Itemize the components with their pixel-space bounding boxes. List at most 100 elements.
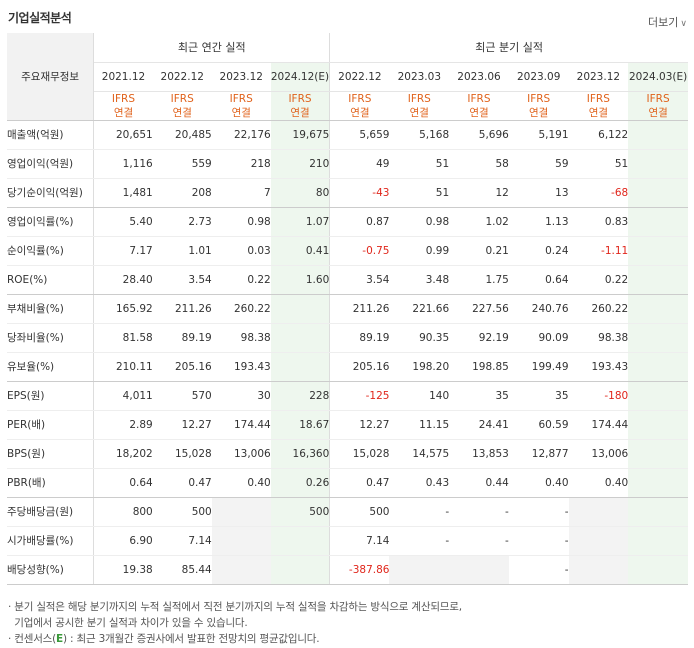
table-cell: 3.54	[329, 265, 390, 295]
annual-period-header: 2021.12	[93, 62, 153, 92]
footnote-1-cont: 기업에서 공시한 분기 실적과 차이가 있을 수 있습니다.	[8, 617, 248, 629]
table-cell: 210.11	[93, 352, 153, 382]
table-row: PER(배) 2.89 12.27 174.44 18.67 12.27 11.15 24.4…	[7, 410, 688, 440]
table-cell: 89.19	[329, 323, 390, 353]
table-cell: 6,122	[568, 120, 629, 150]
ifrs-label-line1: IFRS	[111, 92, 136, 105]
table-cell: 7.17	[93, 236, 153, 266]
table-cell: 1.13	[508, 207, 569, 237]
ifrs-label-line2: 연결	[588, 106, 609, 119]
ifrs-label-line2: 연결	[469, 106, 489, 119]
row-label: 부채비율(%)	[7, 294, 95, 324]
ifrs-label-line2: 연결	[350, 106, 370, 119]
table-cell	[270, 555, 330, 585]
table-row: EPS(원) 4,011 570 30 228 -125 140 35 35 -180	[7, 381, 688, 411]
table-cell: 0.44	[449, 468, 509, 498]
table-row: 부채비율(%) 165.92 211.26 260.22 211.26 221.66 227…	[7, 294, 688, 324]
table-cell: 20,485	[152, 120, 212, 150]
table-row: 순이익률(%) 7.17 1.01 0.03 0.41 -0.75 0.99 0.21 0.24…	[7, 236, 688, 266]
label-column-header: 주요재무정보	[7, 33, 95, 121]
table-cell: 35	[449, 381, 509, 411]
table-cell: 1.07	[270, 207, 330, 237]
group-header-row: 주요재무정보 최근 연간 실적 최근 분기 실적	[7, 33, 688, 121]
table-cell: -125	[329, 381, 390, 411]
table-cell: 1,481	[93, 178, 153, 208]
table-cell: 0.43	[389, 468, 450, 498]
table-cell: 0.03	[211, 236, 271, 266]
table-cell: 5,191	[508, 120, 569, 150]
table-cell: 81.58	[93, 323, 153, 353]
table-cell	[628, 439, 688, 469]
table-cell	[270, 352, 330, 382]
table-cell: 11.15	[389, 410, 450, 440]
table-row: 매출액(억원) 20,651 20,485 22,176 19,675 5,659 5,16…	[7, 120, 688, 150]
table-cell: 60.59	[508, 410, 569, 440]
row-label: PBR(배)	[7, 468, 95, 498]
chevron-down-icon[interactable]: ∨	[680, 19, 687, 29]
ifrs-label-line1: IFRS	[229, 92, 253, 105]
table-cell: 570	[152, 381, 212, 411]
table-cell: 19,675	[270, 120, 330, 150]
ifrs-label: IFRS 연결	[329, 91, 390, 121]
table-cell: 5.40	[93, 207, 153, 237]
ifrs-label-line2: 연결	[231, 106, 251, 119]
ifrs-label-line1: IFRS	[348, 92, 372, 105]
table-cell: -68	[568, 178, 629, 208]
table-cell: 3.54	[152, 265, 212, 295]
row-label: 영업이익률(%)	[7, 207, 95, 237]
table-cell: 140	[389, 381, 450, 411]
table-cell: 198.85	[449, 352, 509, 382]
ifrs-label: IFRS 연결	[152, 91, 212, 121]
table-cell: 208	[152, 178, 212, 208]
ifrs-label-line1: IFRS	[646, 92, 670, 105]
table-cell: 24.41	[449, 410, 509, 440]
table-row: 당좌비율(%) 81.58 89.19 98.38 89.19 90.35 92.19 90.…	[7, 323, 688, 353]
more-link-label[interactable]: 더보기	[648, 16, 679, 29]
table-cell: 51	[568, 149, 629, 179]
table-cell: 174.44	[568, 410, 629, 440]
ifrs-label-line1: IFRS	[288, 92, 312, 105]
quarter-period-header: 2022.12	[329, 62, 390, 92]
ifrs-label: IFRS 연결	[508, 91, 569, 121]
table-cell: 58	[449, 149, 509, 179]
row-label: BPS(원)	[7, 439, 95, 469]
table-cell: 18.67	[270, 410, 330, 440]
table-cell: 13,853	[449, 439, 509, 469]
table-cell: 22,176	[211, 120, 271, 150]
table-row: 주당배당금(원) 800 500 500 500- - -	[7, 497, 688, 527]
table-cell	[628, 207, 688, 237]
table-cell: 221.66	[389, 294, 450, 324]
table-cell	[628, 323, 688, 353]
row-label: 시가배당률(%)	[7, 526, 95, 556]
table-cell	[628, 352, 688, 382]
quarter-period-header: 2024.03(E)	[628, 62, 688, 92]
table-cell: 7.14	[152, 526, 212, 556]
table-cell: 0.64	[93, 468, 153, 498]
table-cell	[211, 526, 271, 556]
row-label: 배당성향(%)	[7, 555, 95, 585]
table-cell: 4,011	[93, 381, 153, 411]
table-cell: 260.22	[568, 294, 629, 324]
table-cell: 92.19	[449, 323, 509, 353]
table-cell: 35	[508, 381, 569, 411]
table-cell: 0.40	[508, 468, 569, 498]
footnote-2: · 컨센서스(E) : 최근 3개월간 증권사에서 발표한 전망치의 평균값입니…	[8, 631, 462, 647]
table-row: BPS(원) 18,202 15,028 13,006 16,360 15,028 14,5…	[7, 439, 688, 469]
footnote-2-suffix: ) : 최근 3개월간 증권사에서 발표한 전망치의 평균값입니다.	[63, 633, 320, 645]
table-cell: 0.24	[508, 236, 569, 266]
table-row: 당기순이익(억원) 1,481 208 7 80 -43 51 12 13 -68	[7, 178, 688, 208]
more-link[interactable]: 더보기 ∨	[648, 14, 687, 30]
ifrs-label-line1: IFRS	[527, 92, 551, 105]
table-cell	[628, 381, 688, 411]
table-cell: 13,006	[568, 439, 629, 469]
table-cell: 500	[270, 497, 330, 527]
table-cell: -	[508, 526, 569, 556]
table-cell: 13	[508, 178, 569, 208]
row-label: 주당배당금(원)	[7, 497, 95, 527]
table-cell: 3.48	[389, 265, 450, 295]
table-cell: 90.35	[389, 323, 450, 353]
table-cell: 51	[389, 149, 450, 179]
table-cell	[628, 120, 688, 150]
table-cell: 12	[449, 178, 509, 208]
table-cell: 0.41	[270, 236, 330, 266]
